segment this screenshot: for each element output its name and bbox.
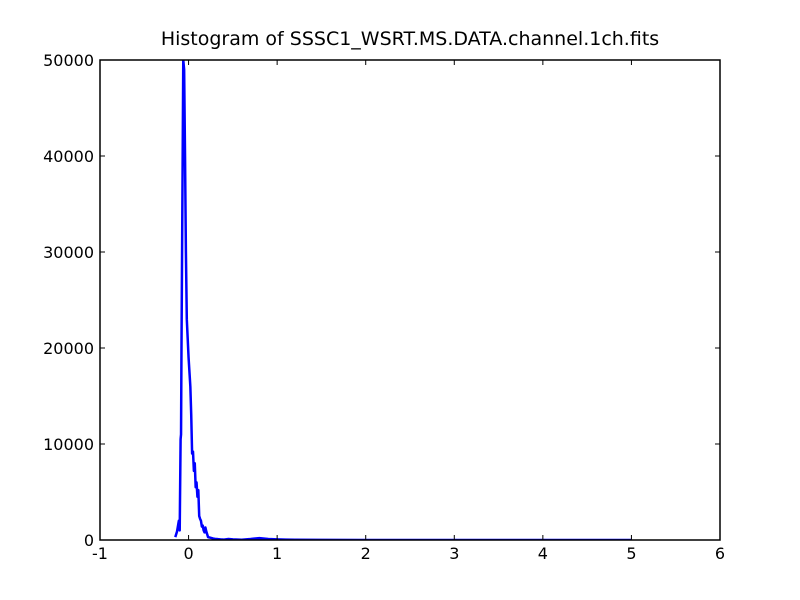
x-tick-label-0: -1 xyxy=(92,544,108,563)
y-tick-label-1: 10000 xyxy=(43,435,94,454)
y-tick-label-4: 40000 xyxy=(43,147,94,166)
y-tick-label-0: 0 xyxy=(84,531,94,550)
chart-title: Histogram of SSSC1_WSRT.MS.DATA.channel.… xyxy=(161,28,659,50)
x-tick-label-4: 3 xyxy=(449,544,459,563)
axes-frame xyxy=(99,59,721,541)
y-tick-label-5: 50000 xyxy=(43,51,94,70)
y-tick-label-3: 30000 xyxy=(43,243,94,262)
y-tick-label-2: 20000 xyxy=(43,339,94,358)
x-tick-label-1: 0 xyxy=(183,544,193,563)
x-tick-label-3: 2 xyxy=(361,544,371,563)
series-line-0 xyxy=(174,60,632,540)
x-tick-label-6: 5 xyxy=(626,544,636,563)
x-tick-label-2: 1 xyxy=(272,544,282,563)
x-tick-label-5: 4 xyxy=(538,544,548,563)
x-tick-label-7: 6 xyxy=(715,544,725,563)
